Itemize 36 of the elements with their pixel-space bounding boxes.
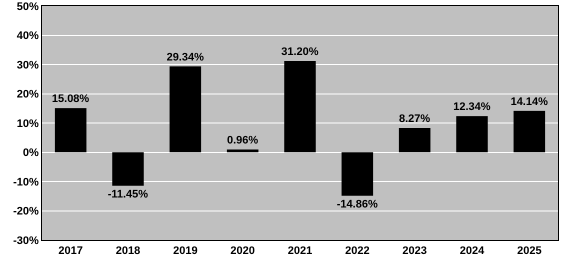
data-label: 0.96% bbox=[226, 134, 258, 146]
bar bbox=[170, 66, 202, 152]
x-tick-label: 2022 bbox=[345, 245, 370, 258]
y-tick-label: -10% bbox=[13, 176, 40, 188]
x-tick-label: 2018 bbox=[116, 245, 140, 258]
data-label: 29.34% bbox=[166, 51, 204, 64]
bar bbox=[456, 116, 488, 152]
y-tick-label: 0% bbox=[22, 147, 40, 160]
y-tick-label: 40% bbox=[16, 30, 40, 42]
data-label: 12.34% bbox=[453, 101, 491, 114]
data-label: 8.27% bbox=[398, 113, 430, 126]
data-label: -14.86% bbox=[336, 198, 378, 211]
x-tick-label: 2025 bbox=[517, 245, 542, 258]
y-tick-label: 50% bbox=[16, 0, 40, 13]
bar bbox=[342, 152, 374, 196]
x-tick-label: 2021 bbox=[288, 245, 312, 258]
y-tick-label: 10% bbox=[16, 118, 40, 130]
data-label: 14.14% bbox=[510, 96, 548, 108]
bar bbox=[112, 152, 144, 186]
y-tick-label: 20% bbox=[16, 88, 40, 101]
bar bbox=[226, 149, 258, 152]
x-tick-label: 2024 bbox=[460, 245, 486, 258]
data-label: -11.45% bbox=[108, 188, 148, 201]
y-tick-label: 30% bbox=[16, 59, 40, 72]
bar bbox=[398, 128, 430, 152]
x-tick-label: 2017 bbox=[58, 245, 83, 258]
x-tick-label: 2023 bbox=[402, 245, 427, 258]
y-tick-label: -20% bbox=[13, 206, 40, 218]
y-tick-label: -30% bbox=[13, 234, 40, 247]
data-label: 31.20% bbox=[281, 46, 319, 58]
x-tick-label: 2020 bbox=[230, 245, 255, 258]
bar bbox=[284, 60, 316, 152]
data-label: 15.08% bbox=[52, 93, 90, 106]
bar bbox=[514, 110, 546, 152]
x-tick-label: 2019 bbox=[173, 245, 198, 258]
bar bbox=[54, 108, 86, 152]
